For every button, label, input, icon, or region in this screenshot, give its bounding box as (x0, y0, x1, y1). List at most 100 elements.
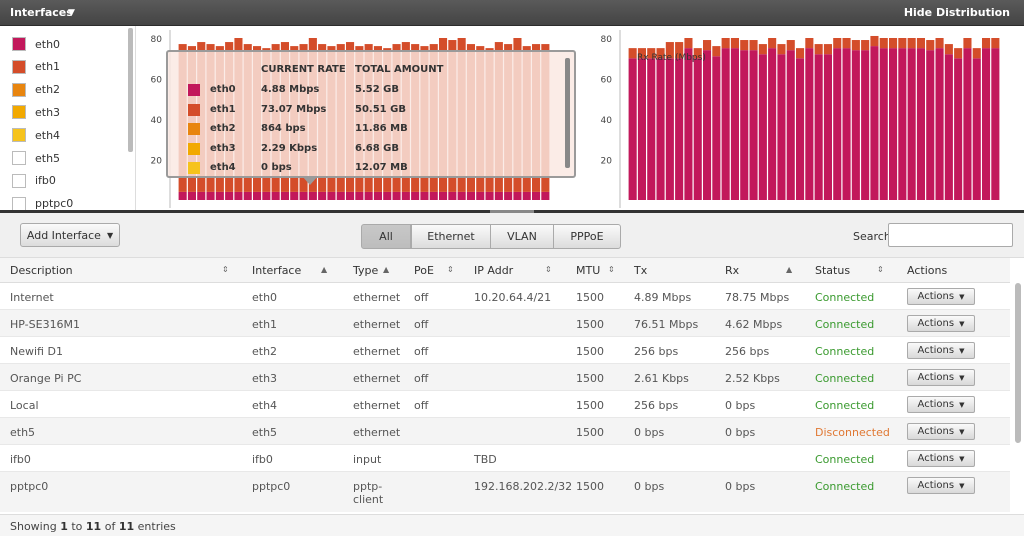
table-row[interactable]: pptpc0 pptpc0 pptp-client 192.168.202.2/32 1… (0, 472, 1010, 512)
sort-both-icon[interactable]: ⇕ (545, 265, 552, 274)
bar-eth0[interactable] (187, 191, 196, 200)
bar-eth1[interactable] (703, 40, 712, 51)
bar-eth0[interactable] (833, 48, 842, 200)
column-rx[interactable]: Rx (725, 264, 740, 277)
sort-both-icon[interactable]: ⇕ (877, 265, 884, 274)
bar-eth0[interactable] (336, 191, 345, 200)
legend-item-eth4[interactable]: eth4 (12, 126, 60, 144)
hide-distribution-button[interactable]: Hide Distribution (903, 6, 1010, 19)
table-row[interactable]: ifb0 ifb0 input TBD Connected Actions ▼ (0, 445, 1010, 472)
sort-asc-icon[interactable]: ▲ (786, 265, 793, 274)
column-mtu[interactable]: MTU (576, 264, 601, 277)
bar-eth0[interactable] (234, 191, 243, 200)
column-tx[interactable]: Tx (634, 264, 648, 277)
bar-eth0[interactable] (299, 191, 308, 200)
bar-eth0[interactable] (684, 48, 693, 200)
table-row[interactable]: HP-SE316M1 eth1 ethernet off 1500 76.51 Mbps 4… (0, 310, 1010, 337)
bar-eth1[interactable] (730, 38, 739, 49)
filter-vlan-tab[interactable]: VLAN (490, 224, 554, 249)
table-scrollbar[interactable] (1015, 283, 1021, 443)
bar-eth1[interactable] (684, 38, 693, 49)
bar-eth0[interactable] (879, 48, 888, 200)
bar-eth0[interactable] (439, 191, 448, 200)
filter-all-tab[interactable]: All (361, 224, 411, 249)
legend-item-ifb0[interactable]: ifb0 (12, 172, 56, 190)
bar-eth1[interactable] (647, 48, 656, 59)
bar-eth0[interactable] (647, 58, 656, 200)
column-ip-addr[interactable]: IP Addr (474, 264, 514, 277)
bar-eth0[interactable] (485, 191, 494, 200)
bar-eth0[interactable] (420, 191, 429, 200)
bar-eth1[interactable] (833, 38, 842, 49)
bar-eth1[interactable] (814, 44, 823, 55)
bar-eth0[interactable] (982, 48, 991, 200)
bar-eth1[interactable] (889, 38, 898, 49)
bar-eth0[interactable] (665, 58, 674, 200)
bar-eth0[interactable] (243, 191, 252, 200)
table-row[interactable]: Local eth4 ethernet off 1500 256 bps 0 bps Conn… (0, 391, 1010, 418)
bar-eth0[interactable] (318, 191, 327, 200)
bar-eth1[interactable] (861, 40, 870, 51)
bar-eth0[interactable] (327, 191, 336, 200)
bar-eth1[interactable] (712, 46, 721, 57)
bar-eth0[interactable] (522, 191, 531, 200)
legend-item-eth2[interactable]: eth2 (12, 81, 60, 99)
bar-eth0[interactable] (448, 191, 457, 200)
bar-eth1[interactable] (907, 38, 916, 49)
bar-eth0[interactable] (693, 58, 702, 200)
bar-eth0[interactable] (494, 191, 503, 200)
bar-eth0[interactable] (271, 191, 280, 200)
bar-eth0[interactable] (262, 191, 271, 200)
bar-eth0[interactable] (916, 48, 925, 200)
table-row[interactable]: eth5 eth5 ethernet 1500 0 bps 0 bps Disconnect… (0, 418, 1010, 445)
bar-eth1[interactable] (721, 38, 730, 49)
bar-eth0[interactable] (290, 191, 299, 200)
bar-eth1[interactable] (693, 48, 702, 59)
bar-eth1[interactable] (637, 48, 646, 59)
bar-eth0[interactable] (861, 50, 870, 201)
bar-eth0[interactable] (870, 46, 879, 200)
bar-eth0[interactable] (225, 191, 234, 200)
bar-eth1[interactable] (740, 40, 749, 51)
bar-eth1[interactable] (842, 38, 851, 49)
bar-eth0[interactable] (721, 48, 730, 200)
row-actions-button[interactable]: Actions ▼ (907, 477, 975, 494)
bar-eth0[interactable] (944, 54, 953, 201)
bar-eth0[interactable] (364, 191, 373, 200)
bar-eth0[interactable] (814, 54, 823, 201)
column-description[interactable]: Description (10, 264, 73, 277)
bar-eth0[interactable] (823, 54, 832, 201)
bar-eth1[interactable] (758, 44, 767, 55)
bar-eth1[interactable] (796, 48, 805, 59)
legend-item-eth1[interactable]: eth1 (12, 58, 60, 76)
chevron-down-icon[interactable]: ▼ (68, 8, 75, 18)
bar-eth1[interactable] (944, 44, 953, 55)
bar-eth0[interactable] (712, 56, 721, 200)
bar-eth1[interactable] (870, 35, 879, 47)
bar-eth0[interactable] (401, 191, 410, 200)
bar-eth1[interactable] (963, 38, 972, 49)
bar-eth0[interactable] (476, 191, 485, 200)
legend-item-eth5[interactable]: eth5 (12, 149, 60, 167)
sort-both-icon[interactable]: ⇕ (222, 265, 229, 274)
bar-eth0[interactable] (637, 58, 646, 200)
bar-eth1[interactable] (665, 42, 674, 59)
bar-eth0[interactable] (280, 191, 289, 200)
bar-eth1[interactable] (777, 44, 786, 55)
bar-eth0[interactable] (796, 58, 805, 200)
bar-eth0[interactable] (178, 191, 187, 200)
bar-eth0[interactable] (907, 48, 916, 200)
row-actions-button[interactable]: Actions ▼ (907, 450, 975, 467)
bar-eth0[interactable] (392, 191, 401, 200)
bar-eth0[interactable] (740, 50, 749, 201)
sort-asc-icon[interactable]: ▲ (383, 265, 390, 274)
bar-eth0[interactable] (411, 191, 420, 200)
bar-eth1[interactable] (628, 48, 637, 59)
bar-eth1[interactable] (823, 44, 832, 55)
bar-eth1[interactable] (805, 38, 814, 49)
bar-eth0[interactable] (206, 191, 215, 200)
row-actions-button[interactable]: Actions ▼ (907, 423, 975, 440)
bar-eth0[interactable] (457, 191, 466, 200)
bar-eth0[interactable] (730, 48, 739, 200)
resize-handle[interactable] (490, 210, 534, 213)
